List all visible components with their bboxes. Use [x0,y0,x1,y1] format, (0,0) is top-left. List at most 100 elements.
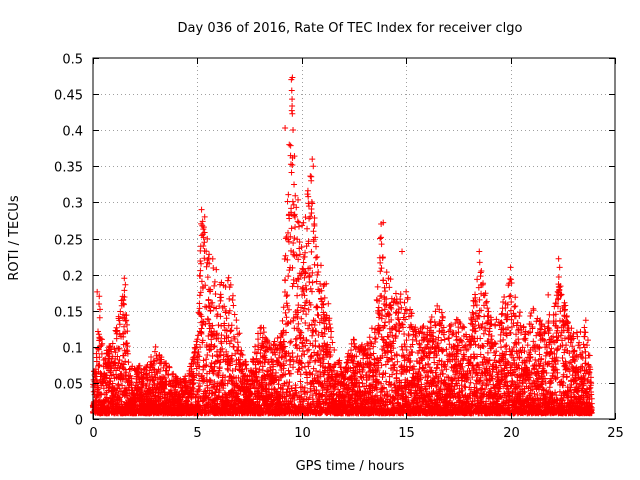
data-point [311,215,318,222]
data-point [292,192,299,199]
data-point [243,361,250,368]
data-point [95,328,102,335]
data-point [224,380,231,387]
data-point [310,228,317,235]
data-point [239,351,246,358]
data-point [248,391,255,398]
data-point [161,375,168,382]
data-point [163,360,170,367]
data-point [152,343,159,350]
data-point [200,224,207,231]
data-point [231,311,238,318]
data-point [109,340,116,347]
data-point [378,234,385,241]
data-point [121,293,128,300]
data-point [209,299,216,306]
data-point [121,287,128,294]
data-point [294,218,301,225]
data-point [197,383,204,390]
data-point [174,375,181,382]
data-point [427,318,434,325]
data-point [205,333,212,340]
data-point [288,225,295,232]
data-point [105,347,112,354]
data-point [289,162,296,169]
data-point [280,304,287,311]
data-point [103,394,110,401]
data-point [205,255,212,262]
data-point [210,367,217,374]
data-point [125,359,132,366]
data-point [225,334,232,341]
data-point [305,363,312,370]
data-point [374,283,381,290]
data-point [102,355,109,362]
data-point [206,303,213,310]
data-point [271,338,278,345]
data-point [281,255,288,262]
data-point [287,339,294,346]
data-point [289,103,296,110]
data-point [217,313,224,320]
data-point [114,384,121,391]
data-point [116,395,123,402]
data-point [287,142,294,149]
data-point [222,309,229,316]
data-point [315,312,322,319]
data-point [114,353,121,360]
data-point [215,372,222,379]
data-point [97,306,104,313]
data-point [313,243,320,250]
data-point [199,218,206,225]
data-point [203,362,210,369]
data-point [201,239,208,246]
data-point [118,370,125,377]
data-point [308,288,315,295]
data-point [151,348,158,355]
data-point [383,269,390,276]
data-point [120,361,127,368]
data-point [96,354,103,361]
data-point [289,110,296,117]
data-point [90,388,97,395]
data-point [312,254,319,261]
data-point [218,332,225,339]
data-point [225,366,232,373]
data-point [203,248,210,255]
data-point [292,224,299,231]
data-point [211,278,218,285]
data-point [198,260,205,267]
data-point [120,301,127,308]
data-point [223,338,230,345]
data-point [187,363,194,370]
data-point [116,345,123,352]
data-point [195,387,202,394]
data-point [315,268,322,275]
data-point [285,273,292,280]
data-point [124,328,131,335]
data-point [327,334,334,341]
data-point [206,260,213,267]
data-point [208,359,215,366]
data-point [384,333,391,340]
data-point [210,265,217,272]
data-point [233,317,240,324]
data-point [117,308,124,315]
data-point [118,398,125,405]
data-point [207,286,214,293]
data-point [211,282,218,289]
data-point [312,337,319,344]
data-point [217,297,224,304]
data-point [215,322,222,329]
data-point [284,198,291,205]
data-point [211,379,218,386]
data-point [394,358,401,365]
data-point [290,127,297,134]
data-points [89,74,595,417]
data-point [209,255,216,262]
data-point [205,316,212,323]
data-point [124,343,131,350]
data-point [189,381,196,388]
data-point [304,187,311,194]
data-point [96,314,103,321]
